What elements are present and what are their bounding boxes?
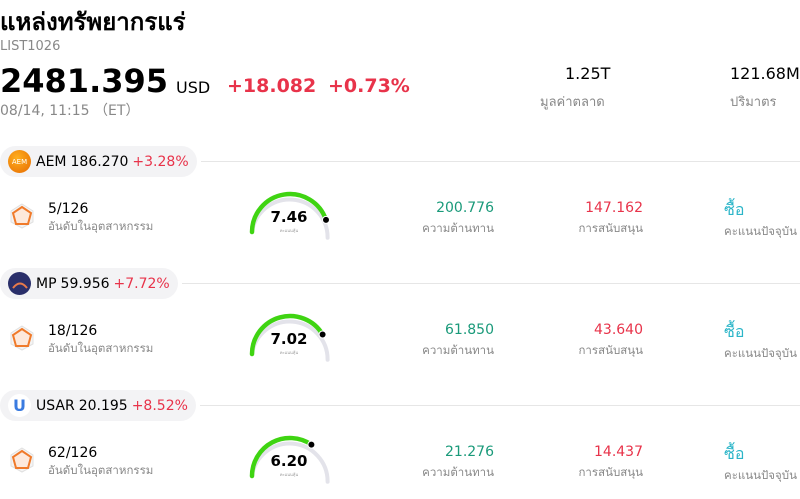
- radar-icon: [8, 446, 36, 474]
- radar-icon: [8, 324, 36, 352]
- stock-price: 20.195: [78, 397, 128, 414]
- divider: [182, 283, 800, 284]
- rank: 5/126: [48, 201, 89, 217]
- score: 7.46: [270, 208, 308, 226]
- score: 7.02: [270, 330, 308, 348]
- time: 08/14, 11:15 （ET）: [0, 103, 140, 119]
- resistance: 200.776: [436, 200, 494, 216]
- resistance: 21.276: [445, 444, 494, 460]
- support: 14.437: [594, 444, 643, 460]
- resistance-label: ความต้านทาน: [422, 221, 494, 235]
- radar: [10, 325, 34, 351]
- ticker: MP: [36, 275, 57, 292]
- change: +18.082: [227, 75, 317, 97]
- resistance-label: ความต้านทาน: [422, 343, 494, 357]
- stock-icon: AEM: [8, 150, 31, 173]
- gauge-svg: [249, 313, 330, 362]
- support: 43.640: [594, 322, 643, 338]
- stock-pill[interactable]: AEM 186.270 +3.28%: [0, 146, 197, 177]
- gauge: [245, 434, 335, 484]
- gauge-svg: [249, 191, 330, 240]
- support: 147.162: [585, 200, 643, 216]
- resistance: 61.850: [445, 322, 494, 338]
- radar: [10, 447, 34, 473]
- market-cap: 1.25T: [565, 64, 611, 83]
- stock-icon: U: [8, 394, 31, 417]
- rank-label: อันดับในอุตสาหกรรม: [48, 463, 154, 477]
- currency: USD: [176, 78, 211, 97]
- gauge-svg: [249, 435, 330, 484]
- score-label: คะแนนหุ้น: [279, 472, 299, 477]
- stock-change: +8.52%: [131, 397, 188, 414]
- action[interactable]: ซื้อ: [724, 444, 745, 463]
- stock-change: +3.28%: [132, 153, 189, 170]
- stock-icon: [8, 272, 31, 295]
- ticker: AEM: [36, 153, 67, 170]
- action-label: คะแนนปัจจุบัน: [724, 346, 797, 360]
- stock-price: 186.270: [70, 153, 129, 170]
- action[interactable]: ซื้อ: [724, 322, 745, 341]
- radar: [10, 203, 34, 229]
- divider: [201, 161, 800, 162]
- change-pct: +0.73%: [328, 75, 410, 97]
- stock-change: +7.72%: [113, 275, 170, 292]
- action-label: คะแนนปัจจุบัน: [724, 224, 797, 238]
- gauge: [245, 190, 335, 240]
- score: 6.20: [270, 452, 308, 470]
- gauge: [245, 312, 335, 362]
- score-label: คะแนนหุ้น: [279, 350, 299, 355]
- rank-label: อันดับในอุตสาหกรรม: [48, 341, 154, 355]
- support-label: การสนับสนุน: [578, 465, 643, 479]
- stock-pill[interactable]: USAR 20.195 +8.52%: [0, 390, 196, 421]
- market-cap-label: มูลค่าตลาด: [540, 95, 605, 110]
- logo: [11, 282, 28, 289]
- volume: 121.68M: [730, 64, 800, 83]
- rank: 18/126: [48, 323, 98, 339]
- price: 2481.395: [0, 62, 169, 100]
- resistance-label: ความต้านทาน: [422, 465, 494, 479]
- divider: [200, 405, 800, 406]
- volume-label: ปริมาตร: [730, 95, 777, 110]
- action[interactable]: ซื้อ: [724, 200, 745, 219]
- action-label: คะแนนปัจจุบัน: [724, 468, 797, 482]
- code: LIST1026: [0, 39, 61, 54]
- ticker: USAR: [36, 397, 75, 414]
- radar-icon: [8, 202, 36, 230]
- rank-label: อันดับในอุตสาหกรรม: [48, 219, 154, 233]
- stock-price: 59.956: [60, 275, 110, 292]
- rank: 62/126: [48, 445, 98, 461]
- score-label: คะแนนหุ้น: [279, 228, 299, 233]
- title: แหล่งทรัพยากรแร่: [0, 8, 186, 36]
- support-label: การสนับสนุน: [578, 221, 643, 235]
- support-label: การสนับสนุน: [578, 343, 643, 357]
